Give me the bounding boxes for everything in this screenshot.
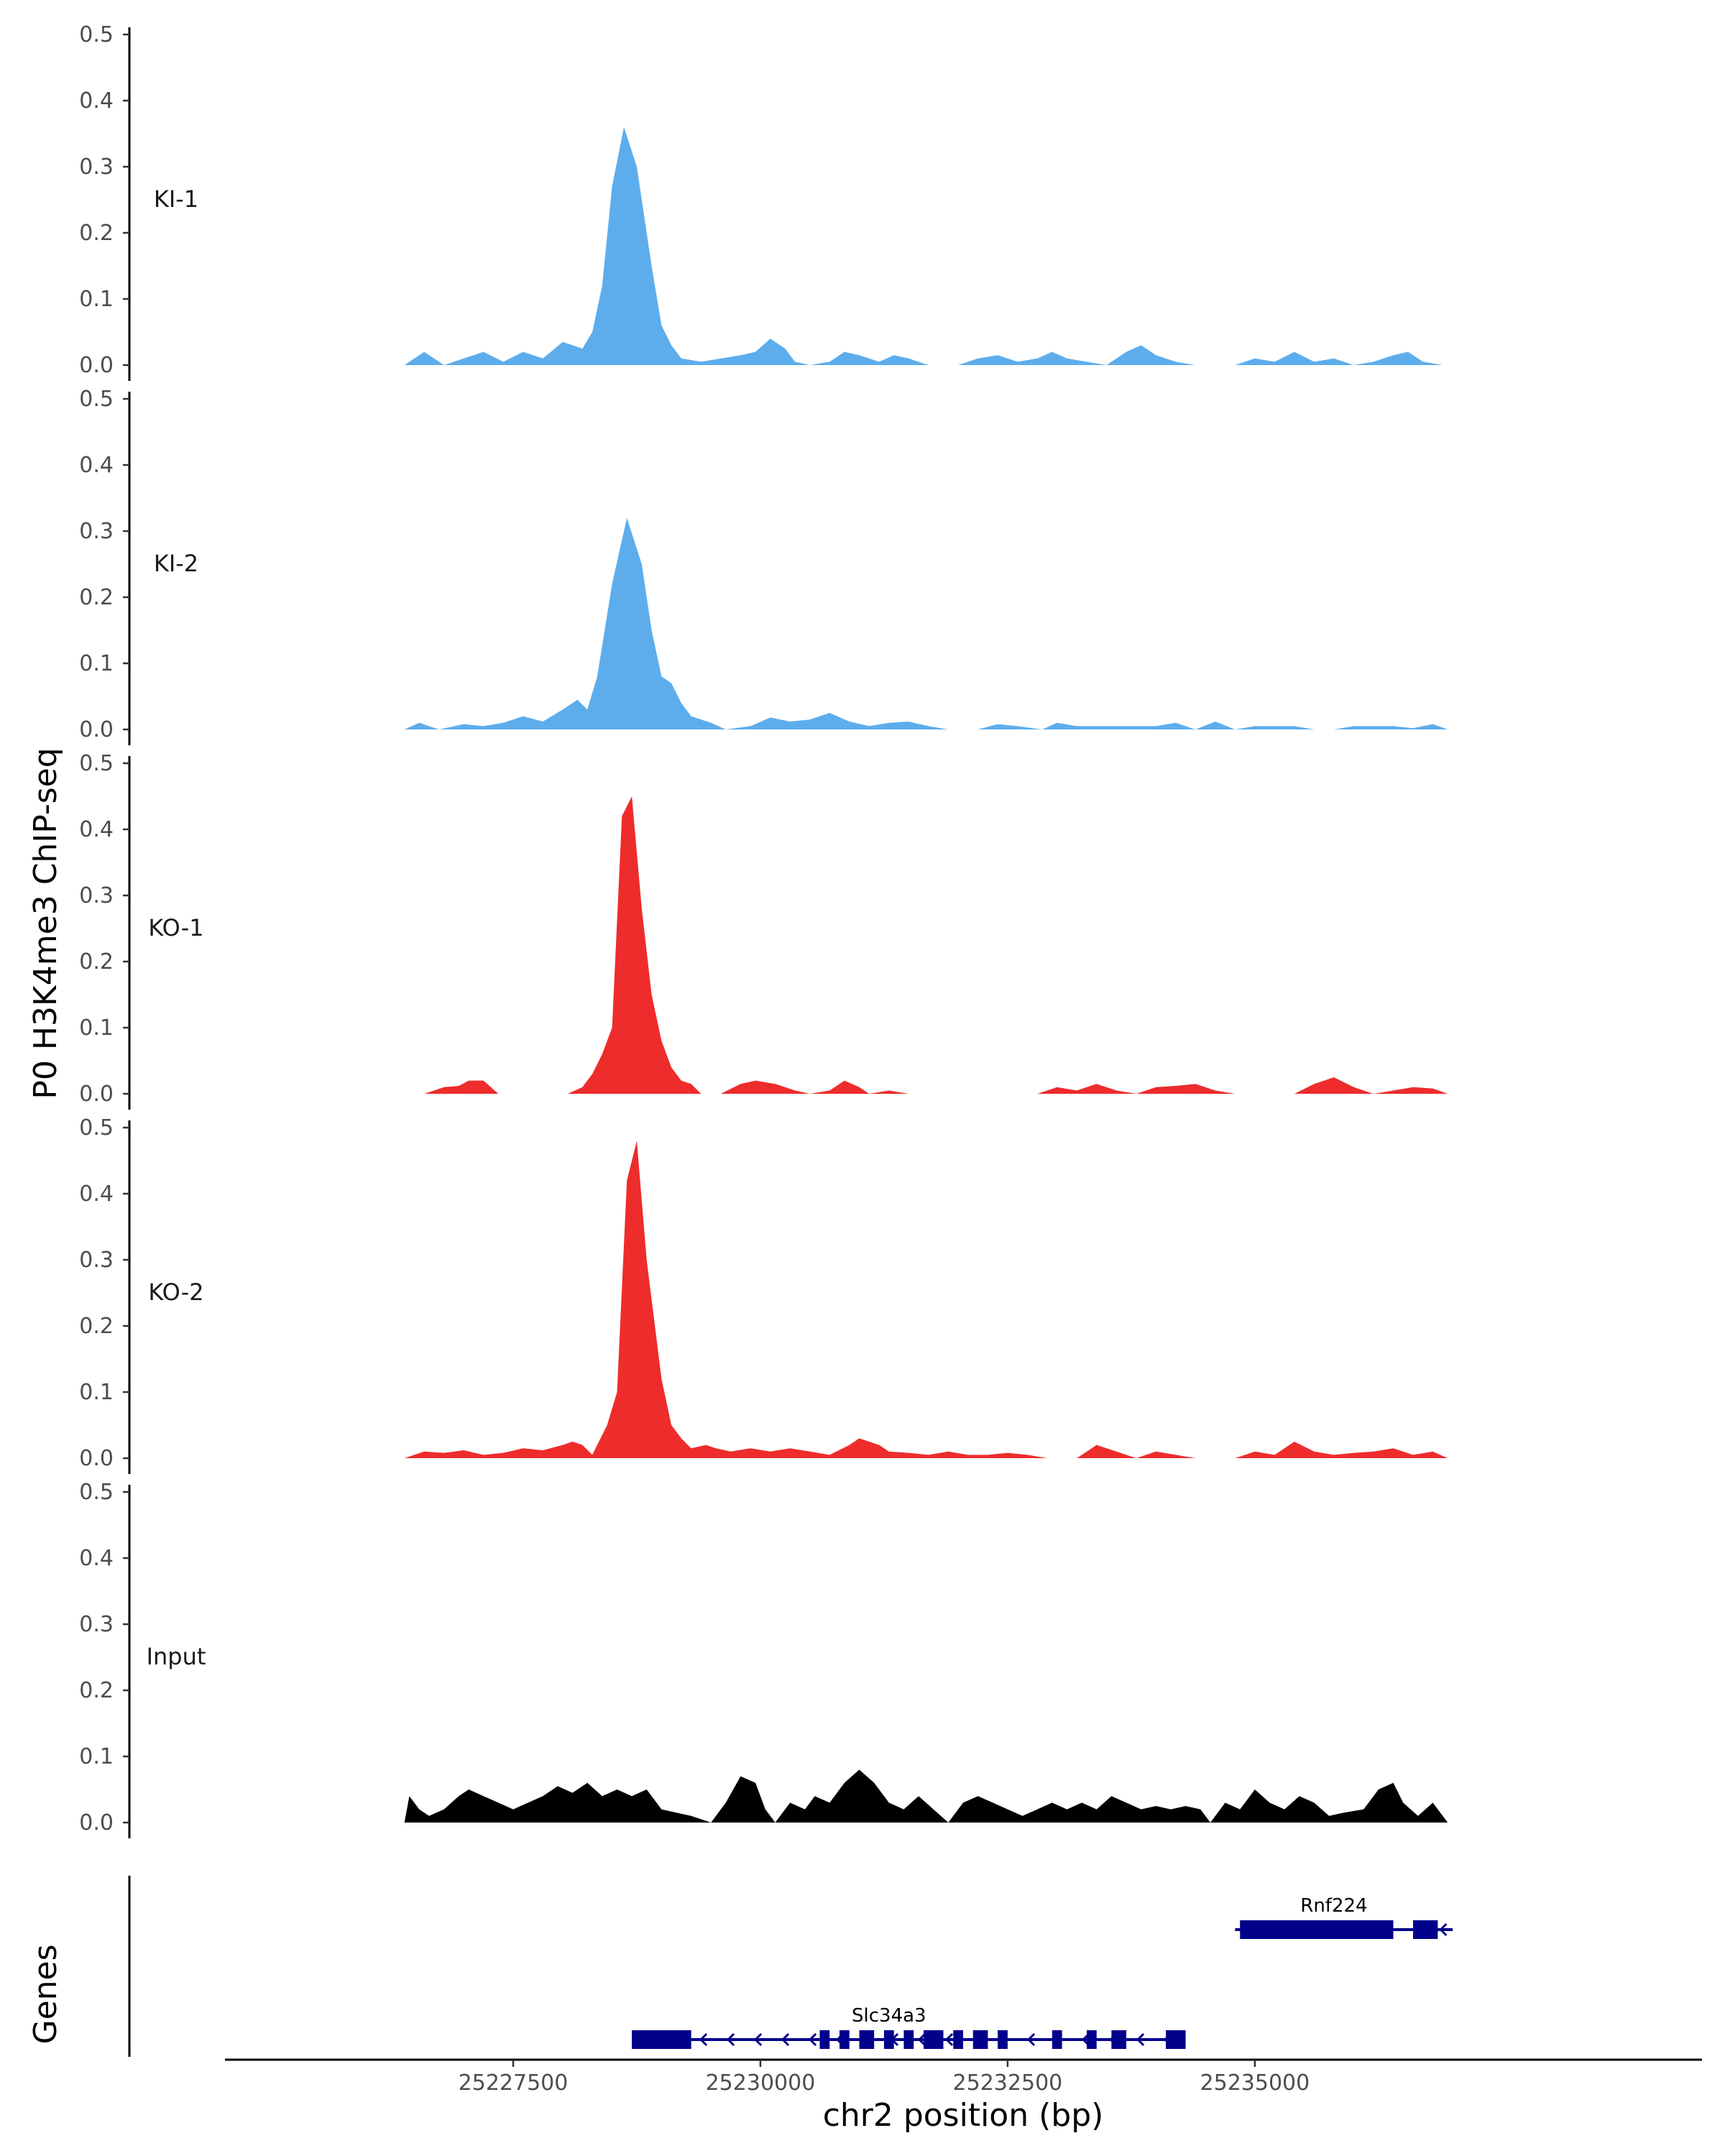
y-tick-label: 0.1 — [79, 1744, 114, 1769]
track-input: 0.0 0.1 0.2 0.3 0.4 0.5 Input — [79, 1480, 1448, 1838]
exon-block — [923, 2030, 944, 2049]
y-tick-label: 0.1 — [79, 1380, 114, 1405]
exon-block — [972, 2030, 988, 2049]
y-tick-label: 0.0 — [79, 717, 114, 742]
coverage-tracks: 0.0 0.1 0.2 0.3 0.4 0.5 KI-1 0.0 0.1 0.2 0.3 0.4 0.5… — [79, 22, 1448, 1838]
strand-arrow — [781, 2032, 790, 2047]
y-tick-label: 0.4 — [79, 1181, 114, 1207]
x-tick-label: 25227500 — [459, 2070, 569, 2096]
exon-block — [840, 2030, 850, 2049]
y-tick-label: 0.2 — [79, 1678, 114, 1703]
y-tick-label: 0.3 — [79, 519, 114, 544]
y-tick-label: 0.2 — [79, 1314, 114, 1339]
y-tick-label: 0.0 — [79, 1446, 114, 1471]
gene-rnf224: Rnf224 — [1235, 1895, 1453, 1939]
y-tick-label: 0.4 — [79, 453, 114, 478]
y-tick-label: 0.0 — [79, 1082, 114, 1107]
exon-block — [1413, 1920, 1438, 1939]
strand-arrow — [917, 2032, 926, 2047]
exon-block — [1052, 2030, 1062, 2049]
gene-slc34a3: Slc34a3 — [632, 2005, 1186, 2049]
y-tick-label: 0.1 — [79, 1015, 114, 1041]
genes-track-title: Genes — [27, 1944, 64, 2044]
strand-arrow — [808, 2032, 817, 2047]
y-tick-label: 0.2 — [79, 221, 114, 246]
exon-block — [632, 2030, 691, 2049]
strand-arrow — [699, 2032, 708, 2047]
y-tick-label: 0.5 — [79, 751, 114, 776]
exon-block — [998, 2030, 1008, 2049]
y-tick-label: 0.1 — [79, 651, 114, 676]
x-tick-label: 25235000 — [1200, 2070, 1310, 2096]
gene-label-rnf224: Rnf224 — [1300, 1895, 1367, 1917]
track-label-input: Input — [147, 1643, 206, 1670]
x-tick-label: 25232500 — [953, 2070, 1063, 2096]
exon-block — [819, 2030, 830, 2049]
strand-arrow — [726, 2032, 735, 2047]
strand-arrow — [753, 2032, 763, 2047]
track-ko-1: 0.0 0.1 0.2 0.3 0.4 0.5 KO-1 — [79, 751, 1448, 1110]
exon-block — [883, 2030, 894, 2049]
y-tick-label: 0.5 — [79, 387, 114, 412]
track-label-ki-1: KI-1 — [154, 185, 198, 213]
y-tick-label: 0.5 — [79, 22, 114, 47]
y-axis-title: P0 H3K4me3 ChIP-seq — [27, 747, 64, 1099]
y-tick-label: 0.4 — [79, 88, 114, 114]
track-ko-2: 0.0 0.1 0.2 0.3 0.4 0.5 KO-2 — [79, 1115, 1448, 1474]
track-ki-1: 0.0 0.1 0.2 0.3 0.4 0.5 KI-1 — [79, 22, 1443, 381]
coverage-area-ko-1 — [424, 796, 1448, 1094]
y-tick-label: 0.5 — [79, 1480, 114, 1505]
y-tick-label: 0.3 — [79, 155, 114, 180]
y-tick-label: 0.3 — [79, 1248, 114, 1273]
x-axis-title: chr2 position (bp) — [823, 2097, 1104, 2134]
strand-arrow — [944, 2032, 954, 2047]
strand-arrow — [1026, 2032, 1036, 2047]
y-tick-label: 0.3 — [79, 883, 114, 908]
y-tick-label: 0.3 — [79, 1612, 114, 1637]
y-tick-label: 0.4 — [79, 817, 114, 842]
exon-block — [1111, 2030, 1127, 2049]
y-tick-label: 0.2 — [79, 585, 114, 610]
coverage-area-input — [404, 1769, 1448, 1823]
strand-arrow — [1136, 2032, 1145, 2047]
exon-block — [1240, 1920, 1394, 1939]
track-label-ko-1: KO-1 — [148, 914, 203, 941]
y-tick-label: 0.4 — [79, 1546, 114, 1571]
exon-block — [903, 2030, 914, 2049]
y-tick-label: 0.1 — [79, 287, 114, 312]
coverage-area-ki-2 — [404, 517, 1448, 729]
strand-arrow — [1439, 1922, 1448, 1937]
exon-block — [953, 2030, 963, 2049]
gene-track: Rnf224 Slc34a3 — [128, 1876, 1453, 2057]
track-label-ko-2: KO-2 — [148, 1279, 203, 1306]
exon-block — [1166, 2030, 1186, 2049]
track-label-ki-2: KI-2 — [154, 550, 198, 577]
exon-block — [1086, 2030, 1097, 2049]
x-tick-label: 25230000 — [706, 2070, 816, 2096]
exon-block — [859, 2030, 875, 2049]
coverage-area-ki-1 — [404, 126, 1443, 366]
y-tick-label: 0.0 — [79, 1810, 114, 1835]
y-tick-label: 0.5 — [79, 1115, 114, 1141]
coverage-area-ko-2 — [404, 1141, 1448, 1458]
y-tick-label: 0.2 — [79, 949, 114, 975]
track-ki-2: 0.0 0.1 0.2 0.3 0.4 0.5 KI-2 — [79, 387, 1448, 745]
gene-label-slc34a3: Slc34a3 — [852, 2005, 926, 2027]
x-axis: 25227500 25230000 25232500 25235000 — [225, 2058, 1702, 2096]
y-tick-label: 0.0 — [79, 353, 114, 378]
